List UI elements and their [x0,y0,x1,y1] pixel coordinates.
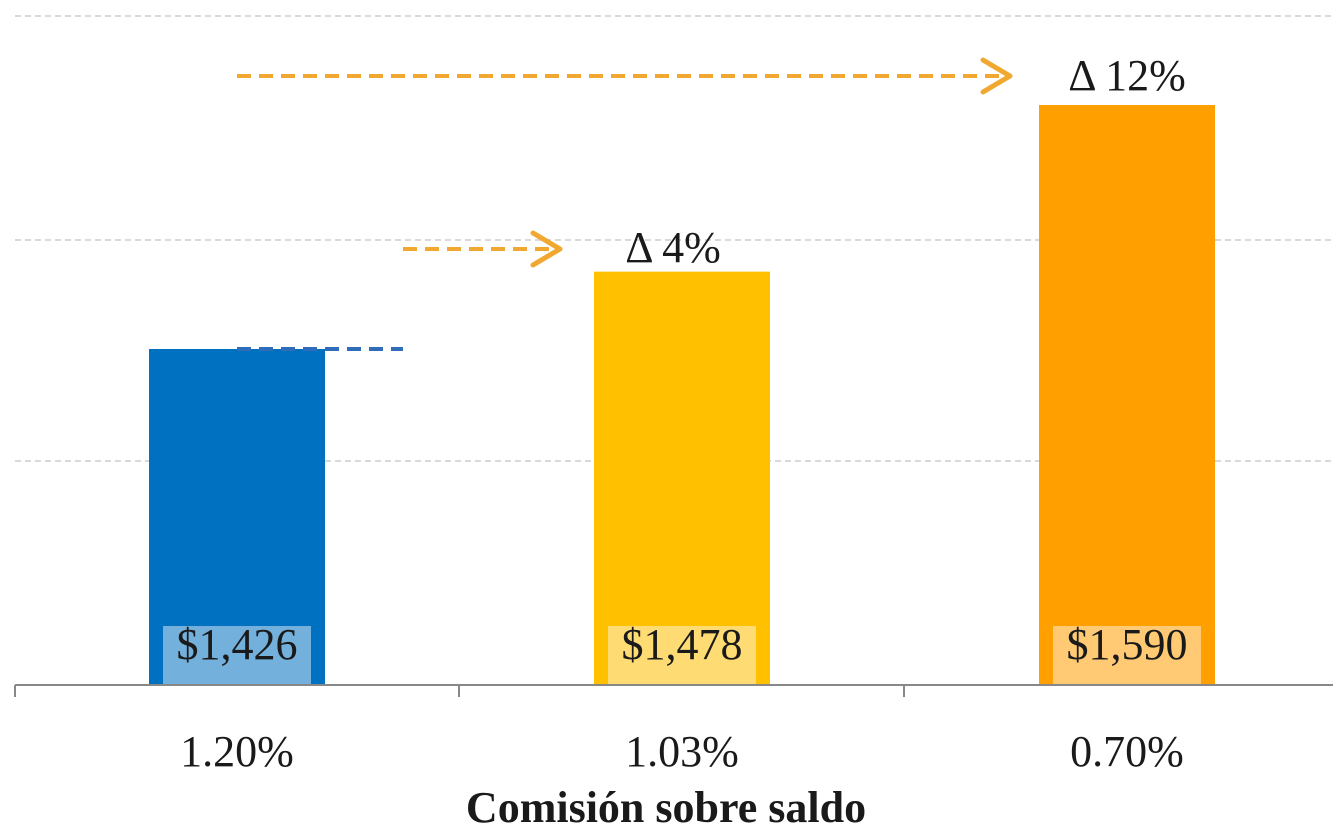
x-tick-label: 1.20% [180,727,294,776]
value-label-box [608,626,756,684]
x-axis [14,684,1333,697]
arrowhead-short-icon [530,230,563,268]
bar-value-label: $1,426 [177,620,298,669]
x-tick-labels: 1.20% 1.03% 0.70% [180,727,1184,776]
x-tick-label: 1.03% [625,727,739,776]
delta-arrows [235,57,1013,351]
arrowhead-long-icon [980,57,1013,95]
bar-value-label: $1,590 [1067,620,1188,669]
x-axis-title: Comisión sobre saldo [466,783,866,829]
value-label-box [163,626,311,684]
bar [1039,105,1215,685]
delta-label-short: Δ 4% [625,223,721,272]
bars-layer: $1,426 $1,478 $1,590 [149,105,1215,685]
bar-value-label: $1,478 [622,620,743,669]
value-label-box [1053,626,1201,684]
bar [594,271,770,685]
x-tick-label: 0.70% [1070,727,1184,776]
delta-label-long: Δ 12% [1068,51,1186,100]
bar [149,349,325,685]
